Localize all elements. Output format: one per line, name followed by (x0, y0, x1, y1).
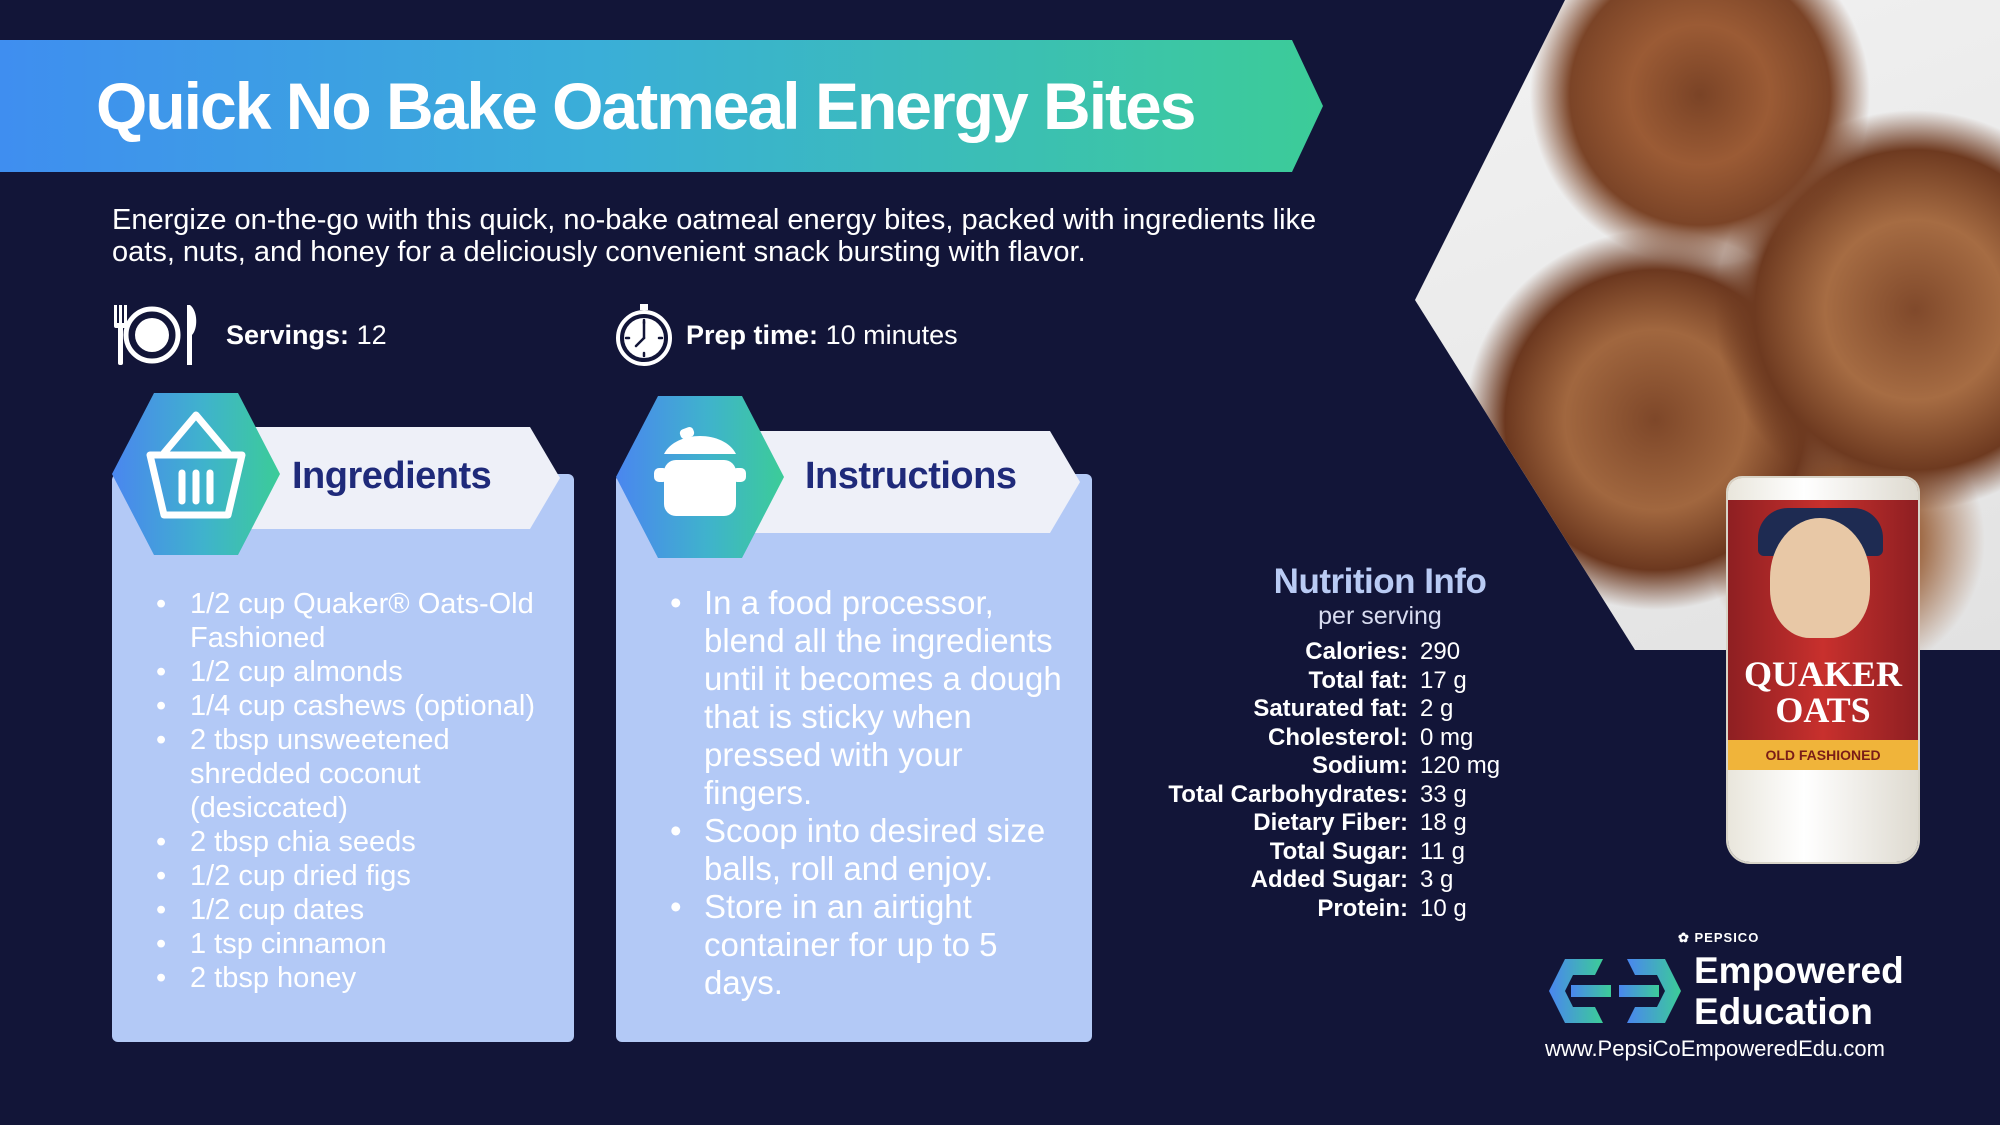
list-item: 2 tbsp chia seeds (156, 825, 556, 859)
website-url: www.PepsiCoEmpoweredEdu.com (1545, 1036, 1885, 1061)
pepsico-text: PEPSICO (1694, 930, 1760, 945)
list-item: 1/2 cup almonds (156, 655, 556, 689)
cooking-pot-icon (654, 427, 746, 516)
nutrition-label: Dietary Fiber: (1253, 809, 1408, 837)
title-banner (0, 40, 1323, 172)
nutrition-row: Protein: 10 g (1100, 895, 1540, 924)
quaker-oats-canister: QUAKER OATS OLD FASHIONED (1728, 478, 1918, 862)
list-item: Store in an airtight container for up to… (670, 888, 1070, 1002)
empowered-education-wordmark: Empowered Education (1694, 950, 1904, 1032)
nutrition-value: 10 g (1420, 894, 1467, 922)
prep-time-label: Prep time: (686, 319, 819, 350)
ingredients-badge (112, 393, 280, 555)
nutrition-value: 290 (1420, 638, 1461, 666)
nutrition-value: 2 g (1420, 695, 1454, 723)
nutrition-label: Added Sugar: (1250, 866, 1408, 894)
nutrition-label: Sodium: (1312, 752, 1408, 780)
list-item: 1/2 cup dried figs (156, 859, 556, 893)
nutrition-value: 3 g (1420, 866, 1454, 894)
nutrition-row: Total Carbohydrates: 33 g (1100, 781, 1540, 810)
nutrition-row: Saturated fat: 2 g (1100, 695, 1540, 724)
list-item: 2 tbsp unsweetened shredded coconut (des… (156, 723, 556, 825)
nutrition-row: Calories: 290 (1100, 638, 1540, 667)
nutrition-row: Dietary Fiber: 18 g (1100, 809, 1540, 838)
pepsico-wordmark: ✿ PEPSICO (1678, 930, 1760, 945)
servings-info: Servings: 12 (110, 300, 387, 370)
nutrition-row: Total Sugar: 11 g (1100, 838, 1540, 867)
canister-brand: QUAKER OATS (1743, 654, 1902, 730)
nutrition-value: 11 g (1420, 837, 1465, 865)
instructions-badge (616, 396, 784, 558)
servings-label: Servings: (226, 319, 350, 350)
list-item: Scoop into desired size balls, roll and … (670, 812, 1070, 888)
prep-time-info: Prep time: 10 minutes (614, 300, 958, 370)
nutrition-row: Total fat: 17 g (1100, 667, 1540, 696)
servings-value: 12 (356, 319, 387, 350)
list-item: 1/2 cup dates (156, 893, 556, 927)
stopwatch-icon (616, 304, 672, 366)
nutrition-value: 0 mg (1420, 723, 1474, 751)
logo-line-2: Education (1694, 991, 1873, 1032)
nutrition-label: Total Sugar: (1269, 837, 1408, 865)
instructions-heading: Instructions (805, 455, 1017, 497)
canister-mascot (1770, 518, 1870, 638)
nutrition-title: Nutrition Info (1273, 562, 1487, 601)
nutrition-label: Cholesterol: (1267, 723, 1408, 751)
list-item: 2 tbsp honey (156, 961, 556, 995)
nutrition-label: Total Carbohydrates: (1168, 780, 1408, 808)
nutrition-label: Saturated fat: (1253, 695, 1408, 723)
nutrition-row: Cholesterol: 0 mg (1100, 724, 1540, 753)
page-title: Quick No Bake Oatmeal Energy Bites (96, 69, 1196, 143)
nutrition-subtitle: per serving (1318, 602, 1442, 630)
nutrition-table: Calories: 290 Total fat: 17 g Saturated fa… (1100, 638, 1540, 923)
ingredients-list: 1/2 cup Quaker® Oats-Old Fashioned 1/2 c… (156, 587, 556, 995)
logo-line-1: Empowered (1694, 950, 1904, 991)
nutrition-label: Calories: (1305, 638, 1408, 666)
nutrition-row: Sodium: 120 mg (1100, 752, 1540, 781)
nutrition-value: 17 g (1420, 666, 1467, 694)
list-item: 1/4 cup cashews (optional) (156, 689, 556, 723)
ingredients-heading: Ingredients (292, 455, 492, 497)
list-item: 1/2 cup Quaker® Oats-Old Fashioned (156, 587, 556, 655)
nutrition-row: Added Sugar: 3 g (1100, 866, 1540, 895)
nutrition-label: Protein: (1317, 894, 1408, 922)
list-item: 1 tsp cinnamon (156, 927, 556, 961)
nutrition-label: Total fat: (1308, 666, 1408, 694)
nutrition-value: 120 mg (1420, 752, 1501, 780)
plate-cutlery-icon (114, 305, 197, 365)
canister-variant: OLD FASHIONED (1765, 747, 1881, 763)
list-item: In a food processor, blend all the ingre… (670, 584, 1070, 812)
ingredients-header (222, 427, 560, 529)
empowered-education-logo-icon (1549, 959, 1681, 1023)
instructions-header (728, 431, 1080, 533)
prep-time-value: 10 minutes (825, 319, 958, 350)
nutrition-value: 33 g (1420, 780, 1467, 808)
basket-icon (146, 411, 246, 519)
canister-variant-band: OLD FASHIONED (1728, 740, 1918, 770)
intro-text: Energize on-the-go with this quick, no-b… (112, 204, 1317, 268)
nutrition-value: 18 g (1420, 809, 1467, 837)
instructions-list: In a food processor, blend all the ingre… (670, 584, 1070, 1002)
